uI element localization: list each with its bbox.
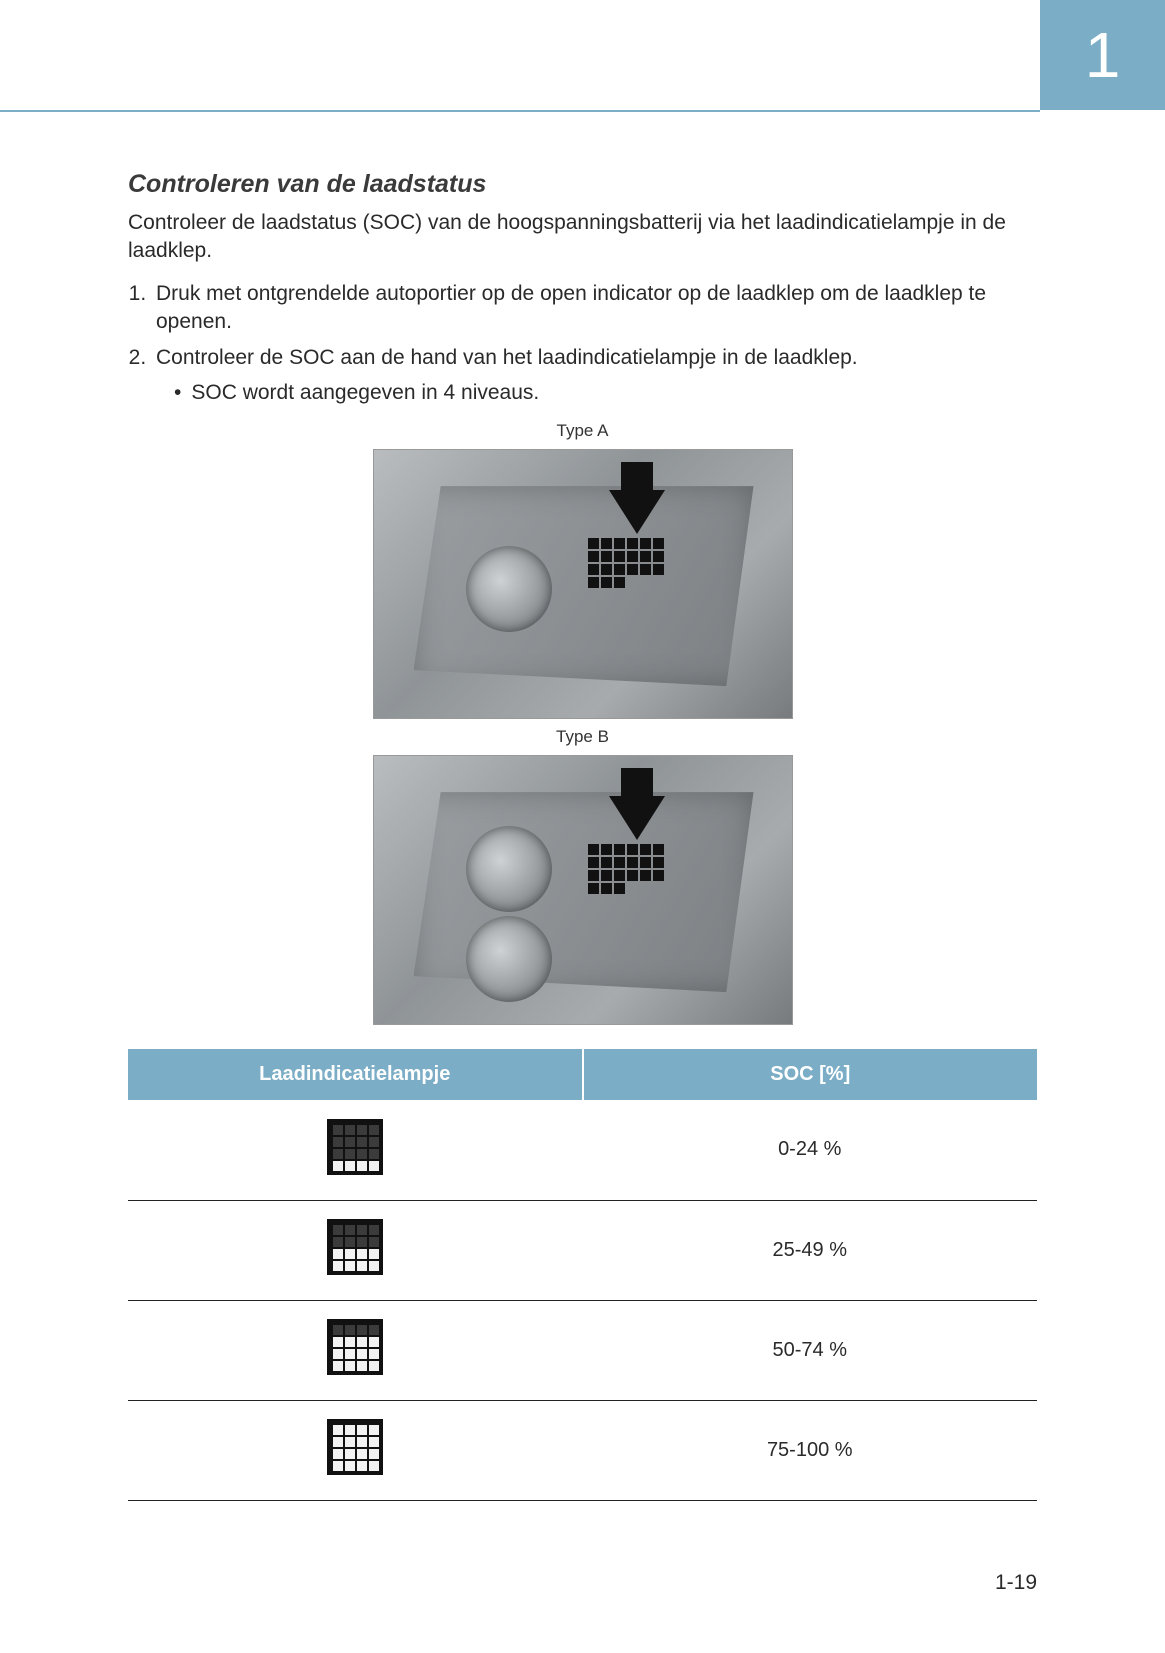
soc-value: 50-74 % [583, 1300, 1038, 1400]
pointer-arrow-icon [609, 796, 665, 840]
table-row: 25-49 % [128, 1200, 1037, 1300]
soc-value: 0-24 % [583, 1100, 1038, 1200]
soc-table: Laadindicatielampje SOC [%] 0-24 %25-49 … [128, 1049, 1037, 1501]
lamp-icon-cell [128, 1300, 583, 1400]
table-row: 50-74 % [128, 1300, 1037, 1400]
step-2-bullet: SOC wordt aangegeven in 4 niveaus. [174, 379, 1037, 407]
lamp-icon-cell [128, 1200, 583, 1300]
soc-value: 75-100 % [583, 1400, 1038, 1500]
table-row: 75-100 % [128, 1400, 1037, 1500]
page-content: Controleren van de laadstatus Controleer… [128, 170, 1037, 1501]
step-1: Druk met ontgrendelde autoportier op de … [152, 280, 1037, 337]
lamp-cluster-icon [588, 538, 664, 588]
table-row: 0-24 % [128, 1100, 1037, 1200]
figure-caption-a: Type A [557, 421, 609, 441]
photo-type-a [373, 449, 793, 719]
lamp-level-icon [327, 1119, 383, 1175]
figures-block: Type A Type B [128, 421, 1037, 1025]
figure-caption-b: Type B [556, 727, 609, 747]
lamp-level-icon [327, 1419, 383, 1475]
lamp-icon-cell [128, 1400, 583, 1500]
lamp-level-icon [327, 1219, 383, 1275]
lamp-level-icon [327, 1319, 383, 1375]
intro-paragraph: Controleer de laadstatus (SOC) van de ho… [128, 209, 1037, 266]
steps-list: Druk met ontgrendelde autoportier op de … [128, 280, 1037, 407]
pointer-arrow-icon [609, 490, 665, 534]
page-number: 1-19 [995, 1571, 1037, 1595]
step-2: Controleer de SOC aan de hand van het la… [152, 344, 1037, 407]
lamp-icon-cell [128, 1100, 583, 1200]
soc-value: 25-49 % [583, 1200, 1038, 1300]
step-2-text: Controleer de SOC aan de hand van het la… [156, 346, 858, 369]
header-rule [0, 110, 1040, 112]
section-title: Controleren van de laadstatus [128, 170, 1037, 199]
photo-type-b [373, 755, 793, 1025]
table-header-soc: SOC [%] [583, 1049, 1038, 1100]
lamp-cluster-icon [588, 844, 664, 894]
chapter-tab: 1 [1040, 0, 1165, 110]
table-header-lamp: Laadindicatielampje [128, 1049, 583, 1100]
